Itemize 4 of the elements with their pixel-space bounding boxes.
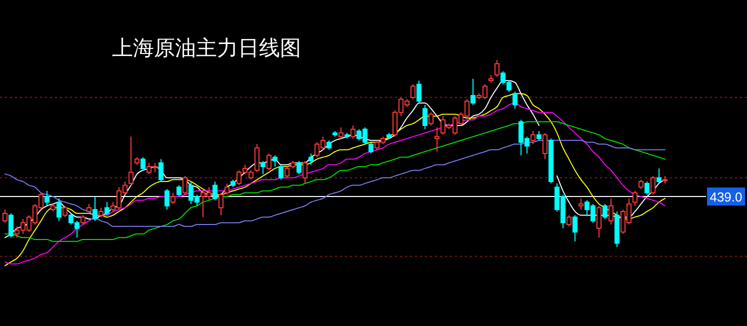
candlestick	[44, 190, 50, 206]
chart-title: 上海原油主力日线图	[112, 36, 301, 60]
candlestick	[434, 126, 440, 152]
text: 439.0	[710, 190, 742, 205]
